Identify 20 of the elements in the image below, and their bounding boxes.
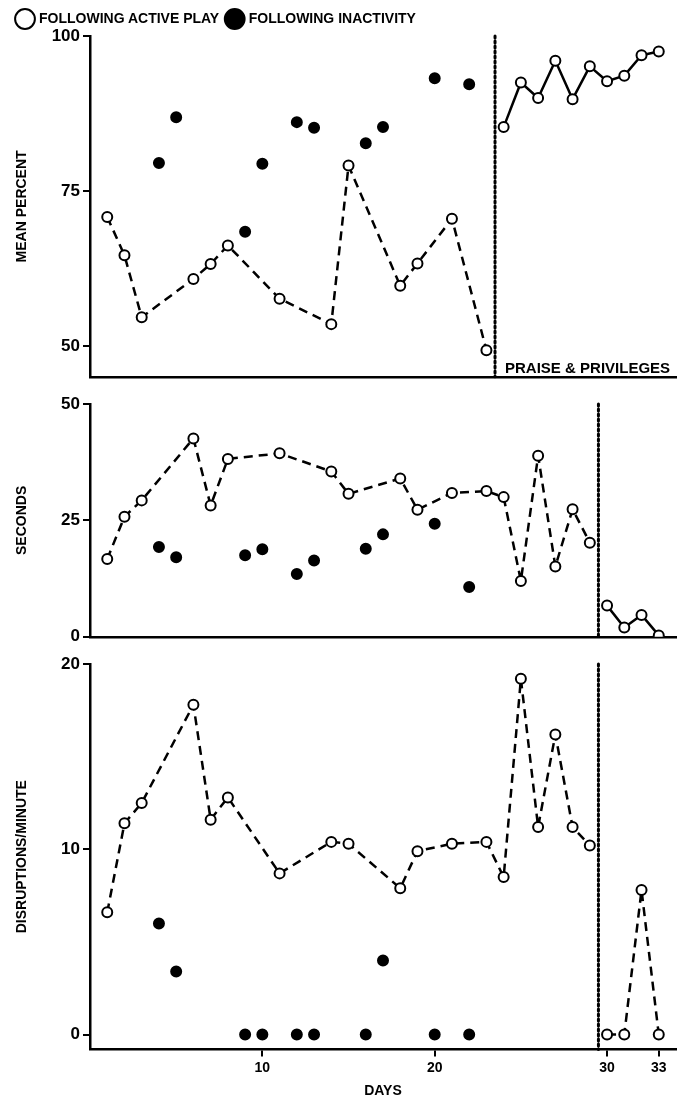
annotation: PRAISE & PRIVILEGES xyxy=(505,358,671,376)
y-tick-label: 10 xyxy=(61,838,80,858)
x-tick-label: 20 xyxy=(426,1058,443,1075)
y-axis-title: MEAN PERCENT xyxy=(13,149,30,263)
y-tick-label: 50 xyxy=(61,393,80,413)
x-tick-label: 10 xyxy=(254,1058,271,1075)
y-tick-label: 0 xyxy=(70,1024,80,1044)
y-tick-label: 100 xyxy=(51,25,80,45)
y-tick-label: 0 xyxy=(70,626,80,646)
y-tick-label: 50 xyxy=(61,335,80,355)
x-tick-label: 33 xyxy=(650,1058,667,1075)
y-tick-label: 20 xyxy=(61,653,80,673)
y-axis-title: SECONDS xyxy=(13,485,30,556)
y-tick-label: 75 xyxy=(61,180,80,200)
y-axis-title: DISRUPTIONS/MINUTE xyxy=(13,780,30,934)
legend-label: FOLLOWING ACTIVE PLAY xyxy=(39,9,220,26)
legend-label: FOLLOWING INACTIVITY xyxy=(248,9,417,26)
x-axis-title: DAYS xyxy=(364,1082,402,1099)
y-tick-label: 25 xyxy=(61,510,80,530)
x-tick-label: 30 xyxy=(599,1058,616,1075)
